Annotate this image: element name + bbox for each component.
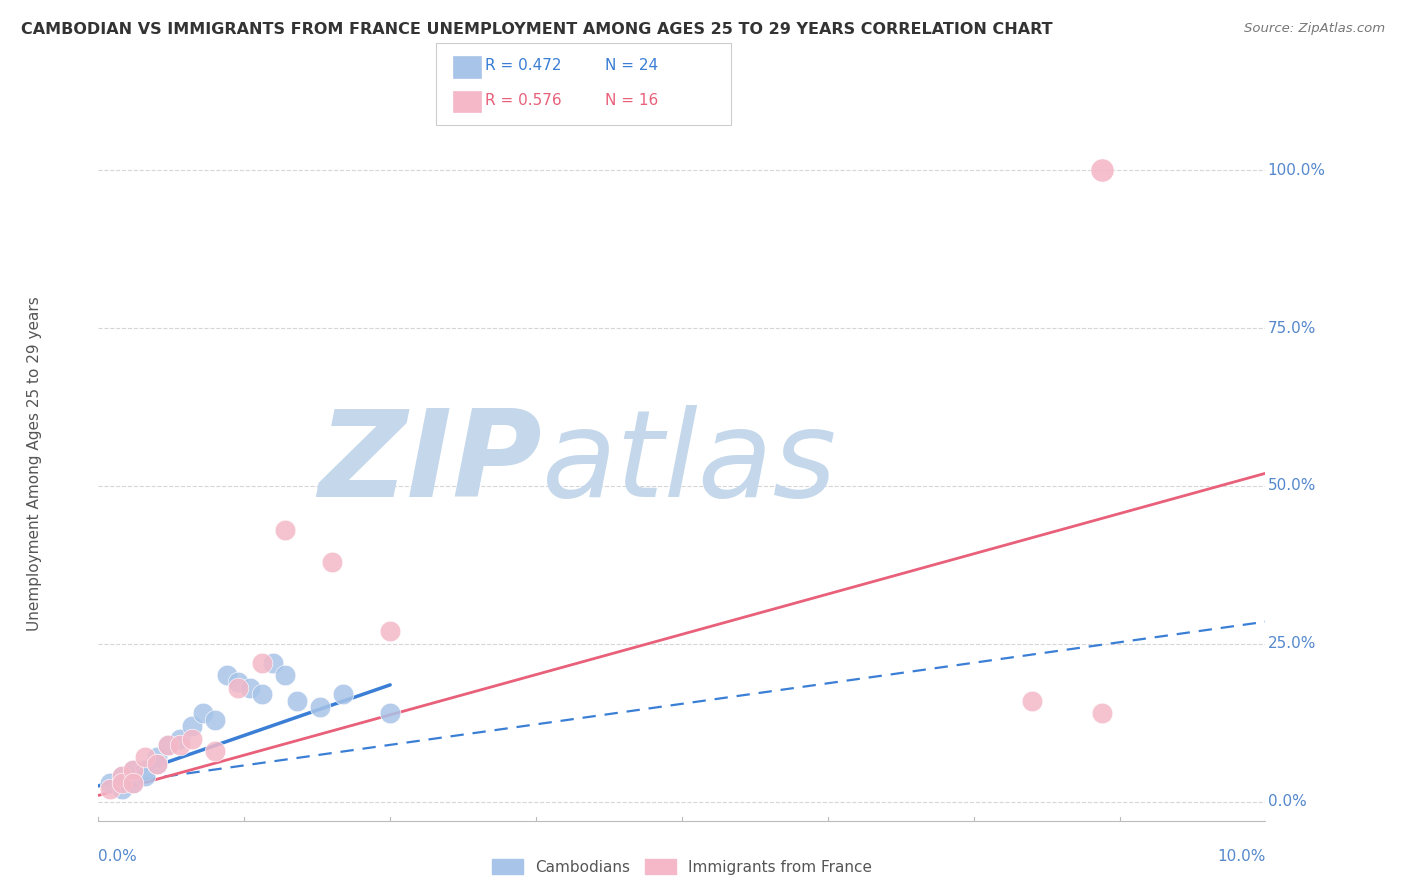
Point bbox=[250, 656, 273, 670]
Point bbox=[146, 750, 169, 764]
Text: 0.0%: 0.0% bbox=[98, 849, 138, 864]
Point bbox=[262, 656, 284, 670]
Point bbox=[111, 769, 134, 783]
Point bbox=[180, 731, 202, 746]
Point bbox=[111, 776, 134, 790]
Point bbox=[146, 756, 169, 771]
Point bbox=[204, 713, 226, 727]
Text: N = 24: N = 24 bbox=[605, 59, 658, 73]
Point bbox=[274, 523, 297, 537]
Text: atlas: atlas bbox=[541, 405, 837, 523]
Text: R = 0.472: R = 0.472 bbox=[485, 59, 561, 73]
Text: ZIP: ZIP bbox=[318, 405, 541, 523]
Point bbox=[1021, 693, 1043, 707]
Point bbox=[239, 681, 262, 695]
Text: 0.0%: 0.0% bbox=[1268, 794, 1306, 809]
Point bbox=[169, 731, 191, 746]
Legend: Cambodians, Immigrants from France: Cambodians, Immigrants from France bbox=[486, 853, 877, 880]
Point bbox=[134, 763, 156, 777]
Text: Unemployment Among Ages 25 to 29 years: Unemployment Among Ages 25 to 29 years bbox=[27, 296, 42, 632]
Point bbox=[250, 687, 273, 701]
Point bbox=[134, 769, 156, 783]
Point bbox=[122, 776, 145, 790]
Text: 10.0%: 10.0% bbox=[1218, 849, 1265, 864]
Point bbox=[134, 750, 156, 764]
Point bbox=[122, 776, 145, 790]
Point bbox=[215, 668, 238, 682]
Point bbox=[228, 674, 250, 689]
Point bbox=[180, 719, 202, 733]
Point bbox=[1091, 706, 1114, 721]
Point bbox=[169, 738, 191, 752]
Text: 75.0%: 75.0% bbox=[1268, 320, 1316, 335]
Point bbox=[111, 782, 134, 797]
Point bbox=[274, 668, 297, 682]
Text: Source: ZipAtlas.com: Source: ZipAtlas.com bbox=[1244, 22, 1385, 36]
Text: N = 16: N = 16 bbox=[605, 93, 658, 108]
Point bbox=[157, 738, 180, 752]
Point bbox=[332, 687, 354, 701]
Text: 100.0%: 100.0% bbox=[1268, 162, 1326, 178]
Point bbox=[321, 555, 343, 569]
Point bbox=[98, 782, 121, 797]
Point bbox=[122, 763, 145, 777]
Point bbox=[122, 763, 145, 777]
Point bbox=[285, 693, 308, 707]
Point bbox=[111, 769, 134, 783]
Point bbox=[309, 700, 332, 714]
Point bbox=[193, 706, 215, 721]
Text: 25.0%: 25.0% bbox=[1268, 636, 1316, 651]
Point bbox=[1091, 163, 1114, 178]
Point bbox=[98, 776, 121, 790]
Text: 50.0%: 50.0% bbox=[1268, 478, 1316, 493]
Point bbox=[157, 738, 180, 752]
Text: CAMBODIAN VS IMMIGRANTS FROM FRANCE UNEMPLOYMENT AMONG AGES 25 TO 29 YEARS CORRE: CAMBODIAN VS IMMIGRANTS FROM FRANCE UNEM… bbox=[21, 22, 1053, 37]
Point bbox=[378, 624, 402, 639]
Point bbox=[378, 706, 402, 721]
Point bbox=[146, 756, 169, 771]
Point bbox=[228, 681, 250, 695]
Point bbox=[204, 744, 226, 758]
Text: R = 0.576: R = 0.576 bbox=[485, 93, 561, 108]
